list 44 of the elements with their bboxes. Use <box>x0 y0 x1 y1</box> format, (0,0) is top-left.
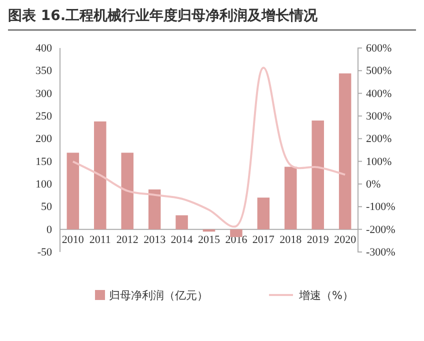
y-tick-label: 200 <box>36 133 52 146</box>
bar <box>176 215 188 230</box>
y2-tick-label: 300% <box>366 110 392 123</box>
x-tick-label: 2014 <box>170 234 194 246</box>
bar <box>338 73 352 230</box>
bar <box>66 152 80 230</box>
y2-tick-label: 400% <box>366 88 392 100</box>
line-series <box>72 66 346 228</box>
x-tick-label: 2017 <box>252 234 275 246</box>
y-tick-label: 350 <box>36 65 52 78</box>
y-tick-label: 300 <box>36 88 52 100</box>
y2-tick-label: 500% <box>366 65 392 78</box>
x-tick-label: 2018 <box>280 234 302 246</box>
x-tick-label: 2020 <box>334 234 357 246</box>
x-tick-label: 2012 <box>116 234 138 246</box>
x-tick-label: 2019 <box>306 234 330 246</box>
legend-label: 增速（%） <box>298 289 354 302</box>
y-tick-label: 400 <box>36 42 52 55</box>
y2-tick-label: 100% <box>366 156 392 168</box>
y-tick-label: -50 <box>37 246 52 259</box>
y2-tick-label: -100% <box>366 201 396 214</box>
y2-tick-label: 0% <box>366 178 381 191</box>
bar <box>312 120 324 230</box>
x-tick-label: 2013 <box>144 234 166 246</box>
bar <box>94 121 106 230</box>
y2-tick-label: 200% <box>366 133 392 146</box>
y-tick-label: 100 <box>36 178 52 191</box>
bar <box>230 229 242 238</box>
y-tick-label: 50 <box>41 201 52 214</box>
y2-tick-label: -200% <box>366 224 396 236</box>
y2-tick-label: -300% <box>366 246 396 259</box>
y2-tick-label: 600% <box>366 42 392 55</box>
y-tick-label: 0 <box>46 224 52 236</box>
bar <box>121 152 134 230</box>
chart-title: 图表 16.工程机械行业年度归母净利润及增长情况 <box>8 7 319 24</box>
x-tick-label: 2010 <box>62 234 84 246</box>
y-tick-label: 150 <box>36 156 52 168</box>
legend-label: 归母净利润（亿元） <box>109 289 208 302</box>
x-tick-label: 2011 <box>89 234 111 246</box>
bar <box>284 166 297 230</box>
x-tick-label: 2015 <box>198 234 220 246</box>
bar <box>257 198 270 230</box>
bar <box>148 189 161 230</box>
y-tick-label: 250 <box>36 110 52 123</box>
